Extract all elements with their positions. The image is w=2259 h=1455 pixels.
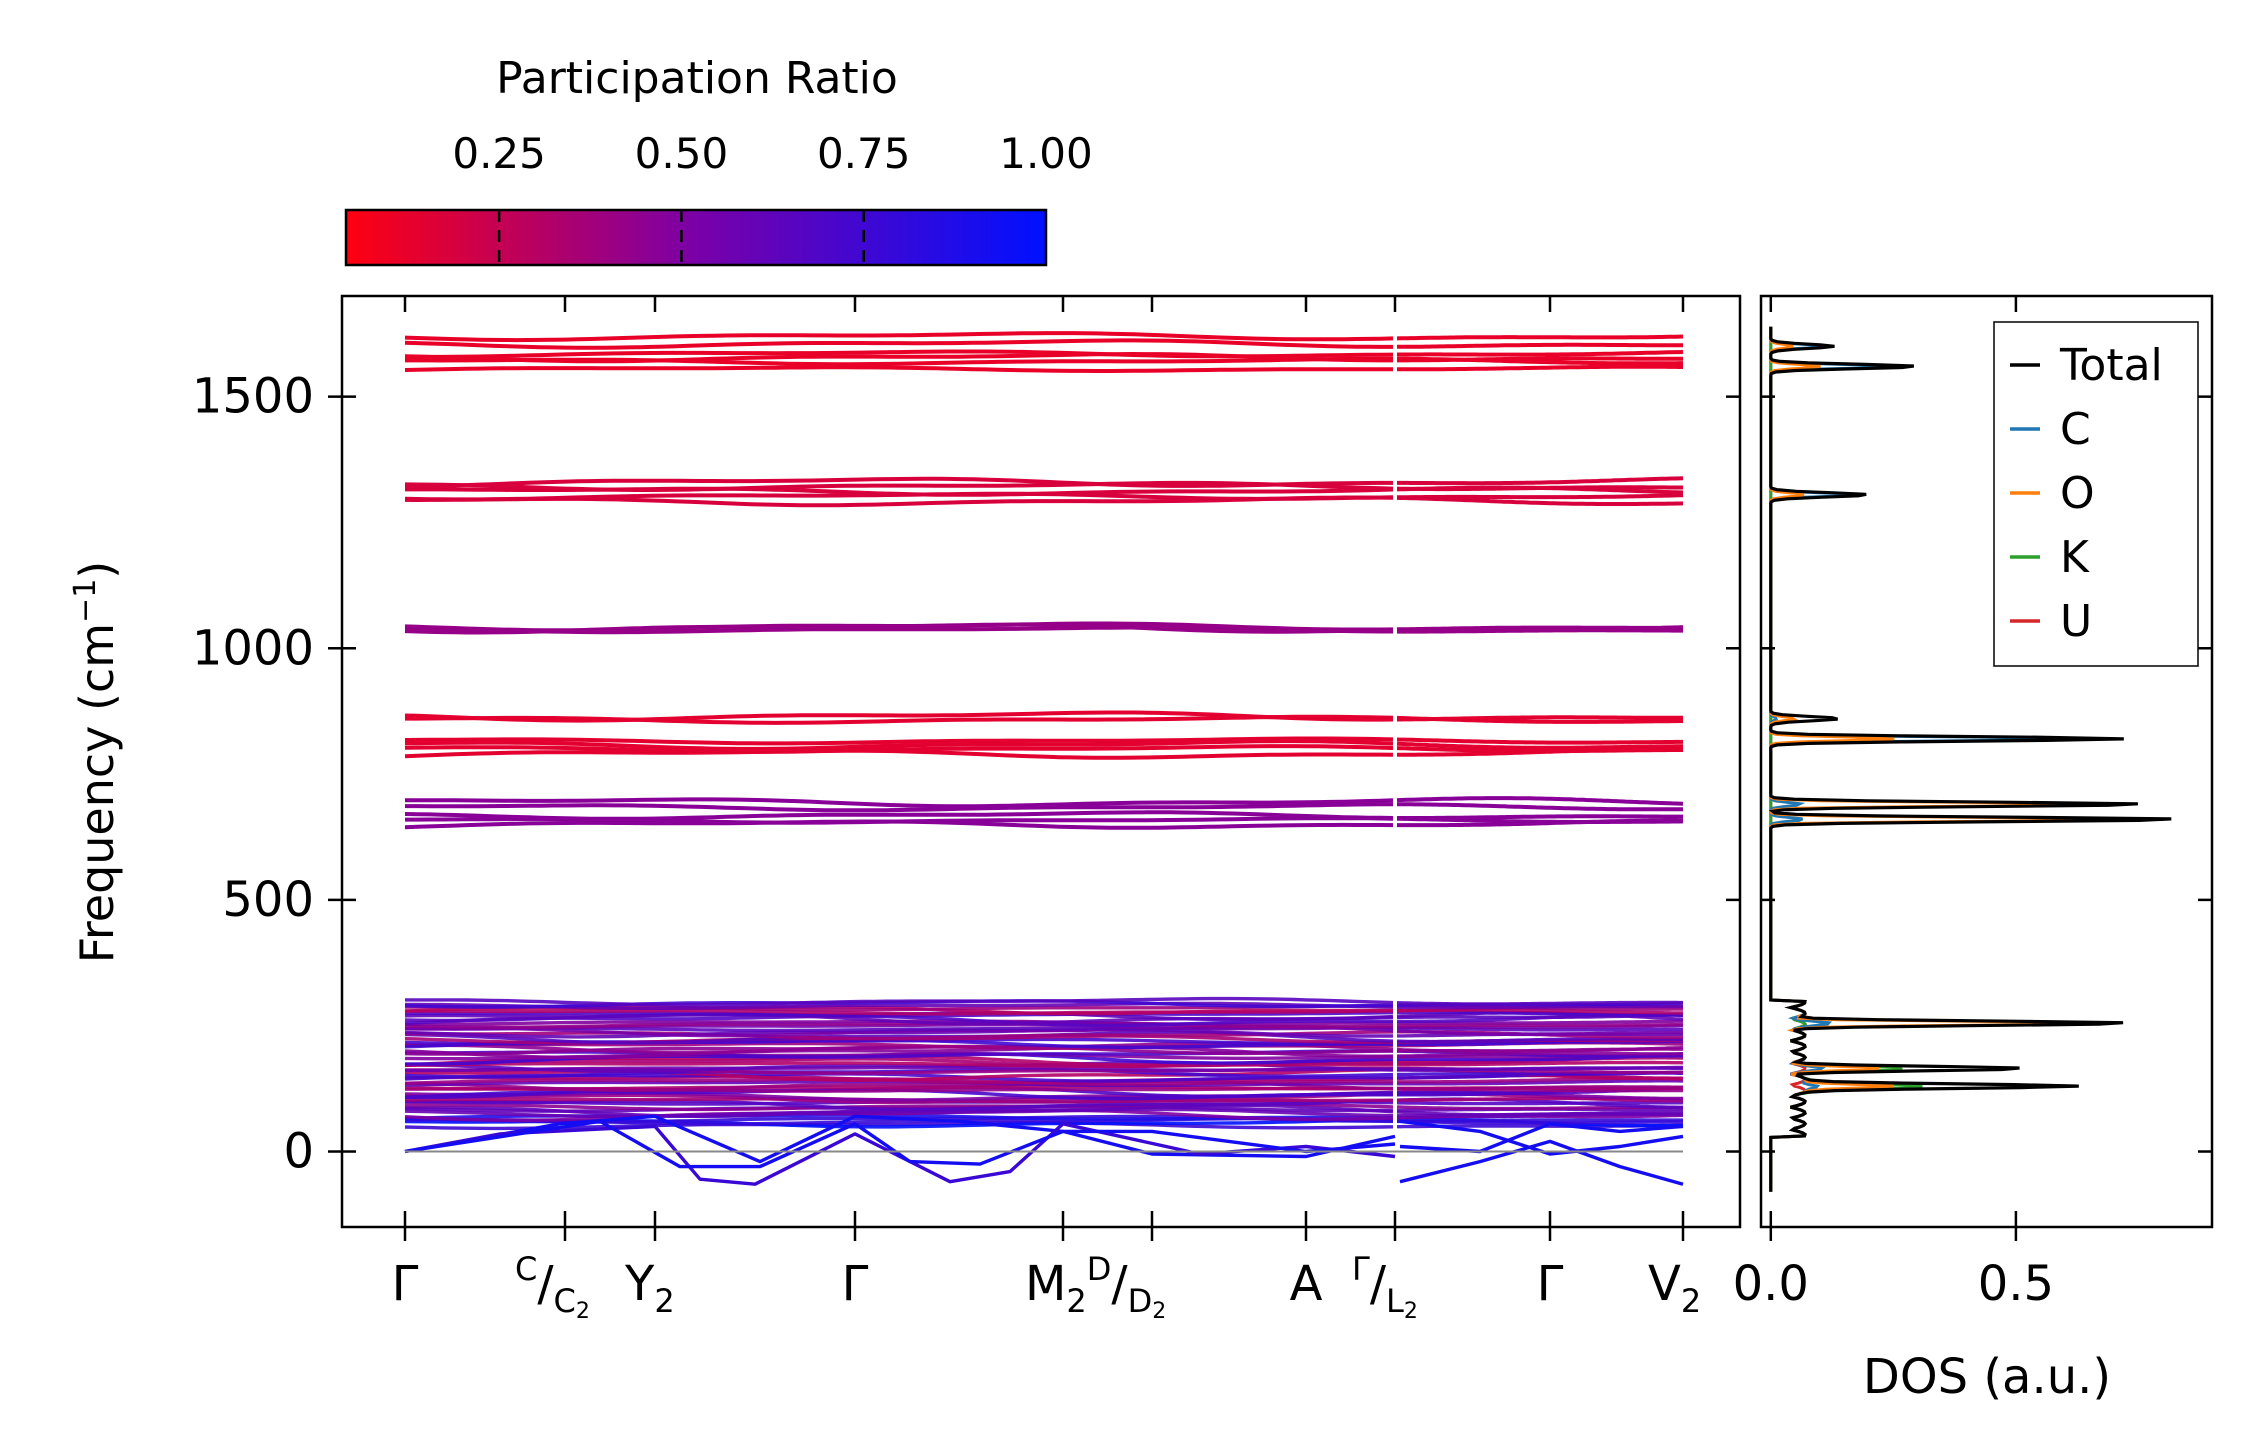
legend-label-total: Total [2059, 340, 2163, 391]
dos-x-axis-label: DOS (a.u.) [1863, 1349, 2111, 1405]
colorbar-tick-labels: 0.25 0.50 0.75 1.00 [452, 129, 1092, 178]
band-acoustic-3 [1399, 1139, 1684, 1186]
band-acoustic-5 [1399, 1122, 1684, 1154]
band-high-22 [404, 810, 1683, 821]
band-low-48 [404, 1020, 1684, 1029]
band-high-23 [405, 802, 1684, 813]
legend-label-k: K [2060, 532, 2090, 583]
kpath-label-gamma-1: Γ [392, 1256, 419, 1312]
band-plot-frame [340, 294, 1742, 1229]
band-high-10 [404, 476, 1684, 489]
band-high-17 [404, 736, 1683, 746]
dos-x-tick-label-0: 0.0 [1733, 1256, 1809, 1312]
band-acoustic-0 [404, 1114, 1396, 1164]
band-high-13 [404, 621, 1683, 633]
kpath-label-gamma-2: Γ [842, 1256, 869, 1312]
y-axis-label: Frequency (cm−1) [68, 561, 124, 964]
legend-label-c: C [2060, 404, 2091, 455]
legend-label-u: U [2060, 596, 2092, 647]
band-high-15 [404, 744, 1684, 754]
y-tick-label-1: 500 [222, 872, 314, 928]
kpath-label-y2: Y2 [624, 1256, 675, 1320]
colorbar-tick-label-2: 0.75 [817, 129, 911, 178]
band-low-53 [405, 1010, 1684, 1018]
dos-plot-frame [1759, 294, 2214, 1229]
dos-curve-total [1768, 326, 2172, 1192]
colorbar-tick-label-3: 1.00 [999, 129, 1093, 178]
kpath-label-a: A [1290, 1256, 1323, 1312]
dos-x-tick-label-1: 0.5 [1978, 1256, 2054, 1312]
dos-curves [1768, 326, 2172, 1192]
band-acoustic-4 [1399, 1119, 1684, 1156]
colorbar-title: Participation Ratio [496, 53, 898, 104]
band-high-19 [404, 710, 1683, 723]
kpath-label-m2-d-d2: M2D/D2 [1025, 1250, 1166, 1324]
colorbar-tick-label-0: 0.25 [452, 129, 546, 178]
kpath-label-gamma-l2: Γ/L2 [1352, 1250, 1418, 1324]
band-high-24 [405, 796, 1684, 809]
dos-ticks [1761, 296, 2212, 1241]
dos-x-tick-labels: 0.0 0.5 [1733, 1256, 2054, 1312]
band-high-9 [404, 480, 1683, 492]
y-tick-label-3: 1500 [192, 369, 314, 425]
band-low-59 [405, 996, 1683, 1007]
dos-plot-area [1768, 326, 2172, 1192]
frequency-tick-labels: 0 500 1000 1500 [192, 369, 314, 1180]
band-high-4 [404, 338, 1683, 350]
y-tick-label-2: 1000 [192, 620, 314, 676]
kpath-label-c-c2: C/C2 [515, 1250, 590, 1324]
kpath-labels: Γ C/C2 Y2 Γ M2D/D2 A Γ/L2 Γ V2 [392, 1250, 1702, 1324]
colorbar [344, 208, 1048, 267]
phonon-bands [404, 331, 1684, 1186]
band-plot-ticks [328, 296, 1740, 1241]
band-high-16 [404, 739, 1683, 751]
band-low-35 [404, 1045, 1683, 1060]
kpath-label-v2: V2 [1648, 1256, 1701, 1320]
band-high-3 [404, 349, 1684, 359]
band-high-5 [404, 331, 1684, 343]
band-structure-plot-area [404, 331, 1684, 1186]
kpath-label-gamma-3: Γ [1537, 1256, 1564, 1312]
y-tick-label-0: 0 [283, 1124, 314, 1180]
band-high-0 [404, 364, 1683, 373]
colorbar-tick-label-1: 0.50 [635, 129, 729, 178]
legend-label-o: O [2060, 468, 2095, 519]
colorbar-ticks [497, 210, 865, 265]
